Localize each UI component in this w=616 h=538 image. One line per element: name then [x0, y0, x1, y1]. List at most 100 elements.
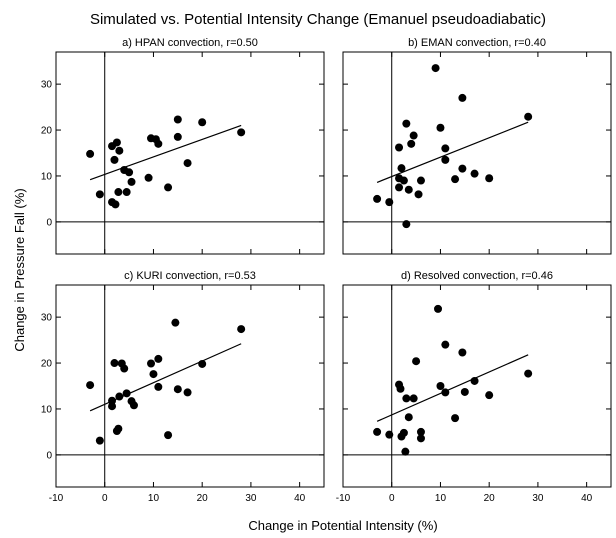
data-point — [125, 168, 134, 177]
panel-3: d) Resolved convection, r=0.46 -10 0 10 20 30… — [336, 270, 612, 504]
x-tick-label: 10 — [435, 493, 447, 504]
data-point — [154, 382, 163, 391]
x-tick-label: 0 — [389, 493, 395, 504]
data-point — [129, 401, 138, 410]
data-point — [409, 131, 418, 140]
x-tick-label: 30 — [532, 493, 544, 504]
y-tick-label: 0 — [46, 217, 52, 228]
data-point — [164, 431, 173, 440]
data-point — [458, 93, 467, 102]
data-point — [416, 434, 425, 443]
data-point — [404, 413, 413, 422]
data-point — [164, 183, 173, 192]
data-point — [396, 384, 405, 393]
data-point — [173, 132, 182, 141]
plot-frame — [55, 284, 325, 488]
data-point — [120, 364, 129, 373]
data-point — [524, 112, 533, 121]
x-tick-label: -10 — [49, 493, 64, 504]
data-point — [441, 388, 450, 397]
x-tick-label: 20 — [484, 493, 496, 504]
data-point — [441, 340, 450, 349]
data-point — [470, 169, 479, 178]
panel-title: d) Resolved convection, r=0.46 — [401, 270, 553, 282]
x-tick-label: 30 — [245, 493, 257, 504]
plot-frame — [342, 51, 612, 255]
data-point — [154, 354, 163, 363]
data-point — [108, 402, 117, 411]
data-point — [451, 175, 460, 184]
data-point — [416, 427, 425, 436]
data-point — [402, 119, 411, 128]
x-tick-label: 0 — [102, 493, 108, 504]
data-point — [412, 357, 421, 366]
data-point — [436, 382, 445, 390]
data-point — [173, 385, 182, 394]
data-point — [122, 389, 131, 398]
x-tick-label: 20 — [197, 493, 209, 504]
data-point — [115, 146, 124, 155]
data-point — [436, 123, 445, 132]
x-axis-label: Change in Potential Intensity (%) — [248, 518, 437, 533]
data-point — [149, 370, 158, 379]
y-tick-label: 30 — [41, 313, 53, 324]
data-point — [458, 164, 467, 173]
x-tick-label: 40 — [581, 493, 593, 504]
data-point — [111, 200, 120, 209]
panel-title: b) EMAN convection, r=0.40 — [408, 37, 546, 49]
data-point — [524, 369, 533, 378]
panels: a) HPAN convection, r=0.50 0 10 20 30 b) EMAN… — [41, 37, 612, 504]
y-tick-label: 10 — [41, 404, 53, 415]
x-tick-label: 40 — [294, 493, 306, 504]
panel-title: c) KURI convection, r=0.53 — [124, 270, 256, 282]
data-point — [127, 177, 136, 186]
data-point — [110, 359, 119, 368]
data-point — [416, 176, 425, 185]
data-point — [173, 115, 182, 124]
data-point — [401, 447, 410, 456]
data-point — [407, 139, 416, 148]
data-point — [171, 318, 180, 327]
y-tick-label: 30 — [41, 80, 53, 91]
data-point — [112, 138, 121, 147]
data-point — [154, 139, 163, 148]
panel-1: b) EMAN convection, r=0.40 — [342, 37, 612, 255]
data-point — [114, 424, 123, 433]
data-point — [399, 176, 408, 185]
regression-line — [376, 354, 529, 422]
data-point — [108, 396, 117, 405]
panel-0: a) HPAN convection, r=0.50 0 10 20 30 — [41, 37, 325, 255]
panel-2: c) KURI convection, r=0.53 0 10 20 30 -10 0 10 2… — [41, 270, 325, 504]
data-point — [458, 348, 467, 357]
data-point — [385, 430, 394, 439]
data-point — [183, 388, 192, 397]
y-tick-label: 20 — [41, 126, 53, 137]
x-tick-label: 10 — [148, 493, 160, 504]
data-point — [237, 128, 246, 137]
data-point — [86, 381, 95, 390]
data-point — [441, 155, 450, 164]
data-point — [183, 159, 192, 168]
data-point — [431, 64, 440, 73]
data-point — [470, 376, 479, 385]
panel-title: a) HPAN convection, r=0.50 — [122, 37, 258, 49]
data-point — [485, 174, 494, 183]
data-point — [147, 359, 156, 368]
data-point — [460, 387, 469, 396]
data-point — [485, 391, 494, 400]
data-point — [402, 394, 411, 403]
data-point — [110, 155, 119, 164]
regression-line — [89, 124, 242, 181]
y-tick-label: 10 — [41, 171, 53, 182]
data-point — [373, 427, 382, 436]
data-point — [399, 428, 408, 437]
data-point — [114, 188, 123, 197]
data-point — [237, 325, 246, 334]
figure-title: Simulated vs. Potential Intensity Change… — [90, 11, 546, 28]
regression-line — [376, 121, 529, 183]
data-point — [397, 164, 406, 173]
data-point — [451, 414, 460, 423]
data-point — [198, 359, 207, 368]
data-point — [95, 436, 104, 445]
data-point — [198, 118, 207, 127]
